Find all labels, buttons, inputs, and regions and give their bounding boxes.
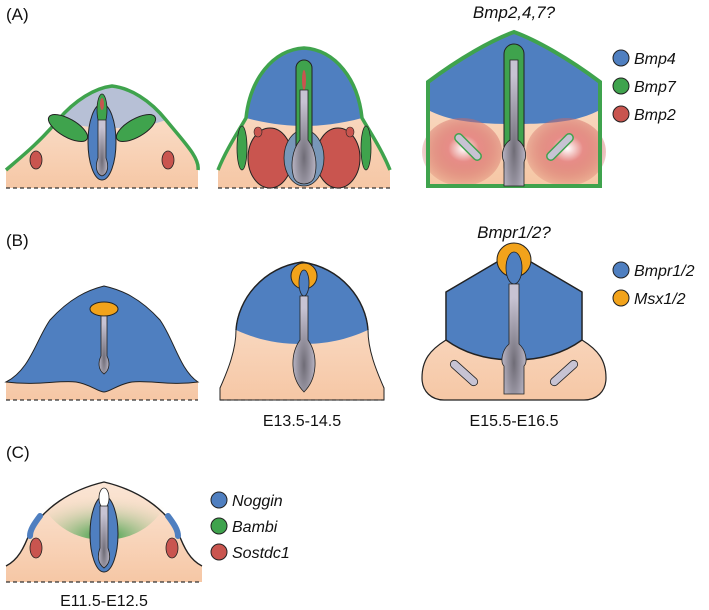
diagram-a3: Bmp2,4,7? bbox=[422, 3, 606, 188]
legend-a-item-2: Bmp2 bbox=[612, 105, 676, 124]
legend-c-item-0: Noggin bbox=[210, 491, 283, 510]
msx12-swatch bbox=[612, 289, 630, 307]
panel-a-note: Bmp2,4,7? bbox=[473, 3, 556, 22]
diagram-b3: Bmpr1/2? E15.5-E16.5 bbox=[421, 223, 607, 430]
legend-c: Noggin Bambi Sostdc1 bbox=[210, 491, 290, 562]
legend-a-label-2: Bmp2 bbox=[634, 107, 676, 124]
panel-b-note: Bmpr1/2? bbox=[477, 223, 551, 242]
bmp2-swatch bbox=[612, 105, 630, 123]
legend-b: Bmpr1/2 Msx1/2 bbox=[612, 261, 695, 308]
stage-label-b3: E15.5-E16.5 bbox=[470, 413, 559, 430]
panel-label-a: (A) bbox=[6, 5, 29, 24]
diagram-a1 bbox=[4, 84, 200, 189]
diagram-a2 bbox=[216, 46, 392, 189]
panel-label-b: (B) bbox=[6, 231, 29, 250]
legend-a-item-1: Bmp7 bbox=[612, 77, 677, 96]
noggin-swatch bbox=[210, 491, 228, 509]
stage-label-b2: E13.5-14.5 bbox=[263, 413, 341, 430]
legend-b-item-0: Bmpr1/2 bbox=[612, 261, 695, 280]
legend-a-label-0: Bmp4 bbox=[634, 51, 676, 68]
stage-label-c1: E11.5-E12.5 bbox=[60, 593, 148, 610]
sostdc1-swatch bbox=[210, 543, 228, 561]
legend-c-label-1: Bambi bbox=[232, 519, 278, 536]
diagram-c1: E11.5-E12.5 bbox=[5, 481, 203, 610]
legend-b-label-1: Msx1/2 bbox=[634, 291, 686, 308]
legend-a-label-1: Bmp7 bbox=[634, 79, 677, 96]
bambi-swatch bbox=[210, 517, 228, 535]
legend-b-label-0: Bmpr1/2 bbox=[634, 263, 695, 280]
legend-c-label-2: Sostdc1 bbox=[232, 545, 290, 562]
legend-c-item-1: Bambi bbox=[210, 517, 278, 536]
legend-a-item-0: Bmp4 bbox=[612, 49, 676, 68]
bmp4-swatch bbox=[612, 49, 630, 67]
bmpr12-swatch bbox=[612, 261, 630, 279]
legend-b-item-1: Msx1/2 bbox=[612, 289, 686, 308]
bmp7-swatch bbox=[612, 77, 630, 95]
panel-label-c: (C) bbox=[6, 443, 30, 462]
legend-c-item-2: Sostdc1 bbox=[210, 543, 290, 562]
diagram-b2: E13.5-14.5 bbox=[219, 261, 385, 430]
legend-c-label-0: Noggin bbox=[232, 493, 283, 510]
diagram-b1 bbox=[4, 285, 200, 401]
legend-a: Bmp4 Bmp7 Bmp2 bbox=[612, 49, 677, 124]
